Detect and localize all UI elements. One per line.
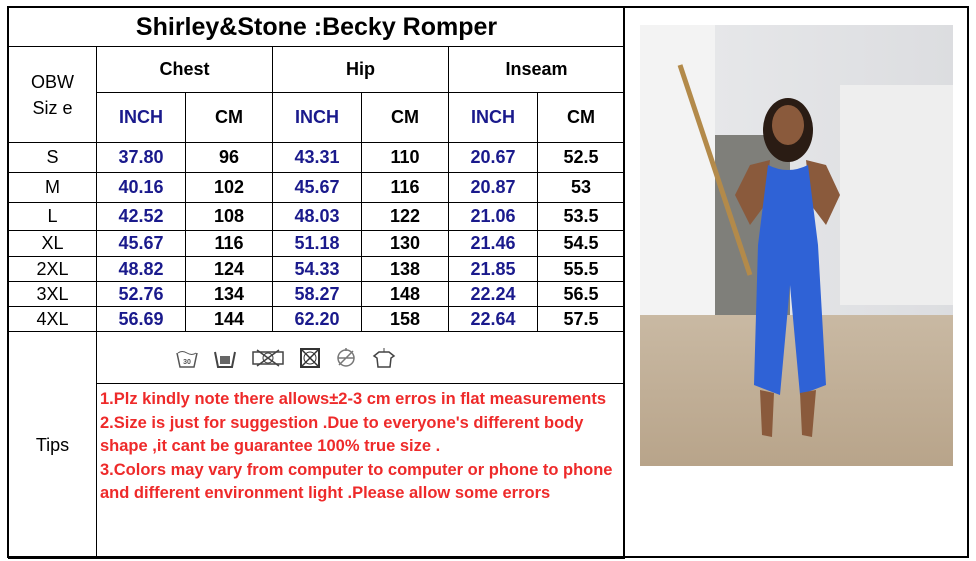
value-cell: 102 bbox=[185, 172, 273, 203]
value-cell: 138 bbox=[361, 256, 449, 282]
unit-header: INCH bbox=[448, 92, 538, 143]
value-cell: 20.87 bbox=[448, 172, 538, 203]
value-cell: 124 bbox=[185, 256, 273, 282]
size-cell: 4XL bbox=[8, 306, 97, 332]
table-row: S 37.80 96 43.31 110 20.67 52.5 bbox=[8, 142, 626, 173]
table-row: 2XL 48.82 124 54.33 138 21.85 55.5 bbox=[8, 256, 626, 282]
value-cell: 21.85 bbox=[448, 256, 538, 282]
value-cell: 108 bbox=[185, 202, 273, 231]
group-chest: Chest bbox=[96, 46, 273, 93]
tips-label: Tips bbox=[8, 331, 97, 559]
value-cell: 55.5 bbox=[536, 256, 626, 282]
value-cell: 48.82 bbox=[96, 256, 186, 282]
table-row: 4XL 56.69 144 62.20 158 22.64 57.5 bbox=[8, 306, 626, 332]
value-cell: 52.76 bbox=[96, 281, 186, 307]
no-tumble-dry-icon bbox=[252, 349, 284, 367]
value-cell: 122 bbox=[361, 202, 449, 231]
model-photo bbox=[640, 25, 953, 466]
unit-header: CM bbox=[185, 92, 273, 143]
tip-item: 3.Colors may vary from computer to compu… bbox=[100, 460, 613, 503]
value-cell: 62.20 bbox=[272, 306, 362, 332]
value-cell: 58.27 bbox=[272, 281, 362, 307]
tip-item: 1.Plz kindly note there allows±2-3 cm er… bbox=[100, 390, 607, 408]
size-cell: L bbox=[8, 202, 97, 231]
table-row: M 40.16 102 45.67 116 20.87 53 bbox=[8, 172, 626, 203]
size-cell: M bbox=[8, 172, 97, 203]
machine-wash-icon bbox=[214, 351, 236, 368]
size-cell: XL bbox=[8, 230, 97, 257]
value-cell: 21.46 bbox=[448, 230, 538, 257]
value-cell: 53.5 bbox=[536, 202, 626, 231]
group-inseam: Inseam bbox=[447, 46, 626, 93]
value-cell: 43.31 bbox=[272, 142, 362, 173]
value-cell: 57.5 bbox=[536, 306, 626, 332]
value-cell: 54.5 bbox=[536, 230, 626, 257]
value-cell: 54.33 bbox=[272, 256, 362, 282]
value-cell: 52.5 bbox=[536, 142, 626, 173]
value-cell: 45.67 bbox=[272, 172, 362, 203]
unit-header: INCH bbox=[272, 92, 362, 143]
hand-wash-30-icon: 30 bbox=[176, 350, 198, 368]
size-cell: 2XL bbox=[8, 256, 97, 282]
tip-item: 2.Size is just for suggestion .Due to ev… bbox=[100, 413, 584, 456]
value-cell: 42.52 bbox=[96, 202, 186, 231]
size-cell: 3XL bbox=[8, 281, 97, 307]
tips-text: 1.Plz kindly note there allows±2-3 cm er… bbox=[95, 383, 626, 559]
table-row: L 42.52 108 48.03 122 21.06 53.5 bbox=[8, 202, 626, 231]
value-cell: 148 bbox=[361, 281, 449, 307]
value-cell: 51.18 bbox=[272, 230, 362, 257]
value-cell: 48.03 bbox=[272, 202, 362, 231]
unit-header: INCH bbox=[96, 92, 186, 143]
value-cell: 110 bbox=[361, 142, 449, 173]
unit-header: CM bbox=[536, 92, 626, 143]
value-cell: 22.24 bbox=[448, 281, 538, 307]
chart-title: Shirley&Stone :Becky Romper bbox=[7, 7, 626, 47]
size-cell: S bbox=[8, 142, 97, 173]
value-cell: 21.06 bbox=[448, 202, 538, 231]
value-cell: 116 bbox=[361, 172, 449, 203]
group-hip: Hip bbox=[272, 46, 449, 93]
table-row: 3XL 52.76 134 58.27 148 22.24 56.5 bbox=[8, 281, 626, 307]
value-cell: 37.80 bbox=[96, 142, 186, 173]
value-cell: 134 bbox=[185, 281, 273, 307]
value-cell: 40.16 bbox=[96, 172, 186, 203]
value-cell: 144 bbox=[185, 306, 273, 332]
size-header-line: OBW bbox=[31, 71, 74, 92]
value-cell: 96 bbox=[185, 142, 273, 173]
no-bleach-icon bbox=[337, 347, 355, 367]
care-icons: 30 bbox=[95, 331, 626, 384]
svg-text:30: 30 bbox=[183, 359, 191, 366]
no-dry-clean-icon bbox=[300, 347, 321, 368]
unit-header: CM bbox=[361, 92, 449, 143]
value-cell: 130 bbox=[361, 230, 449, 257]
value-cell: 56.69 bbox=[96, 306, 186, 332]
value-cell: 20.67 bbox=[448, 142, 538, 173]
value-cell: 53 bbox=[536, 172, 626, 203]
table-row: XL 45.67 116 51.18 130 21.46 54.5 bbox=[8, 230, 626, 257]
value-cell: 22.64 bbox=[448, 306, 538, 332]
size-header-line: Siz e bbox=[32, 97, 73, 118]
value-cell: 116 bbox=[185, 230, 273, 257]
size-header: OBW Siz e bbox=[8, 46, 97, 143]
value-cell: 158 bbox=[361, 306, 449, 332]
value-cell: 56.5 bbox=[536, 281, 626, 307]
hang-dry-icon bbox=[372, 347, 396, 368]
size-chart-table: Shirley&Stone :Becky Romper OBW Siz e Ch… bbox=[7, 7, 626, 559]
value-cell: 45.67 bbox=[96, 230, 186, 257]
